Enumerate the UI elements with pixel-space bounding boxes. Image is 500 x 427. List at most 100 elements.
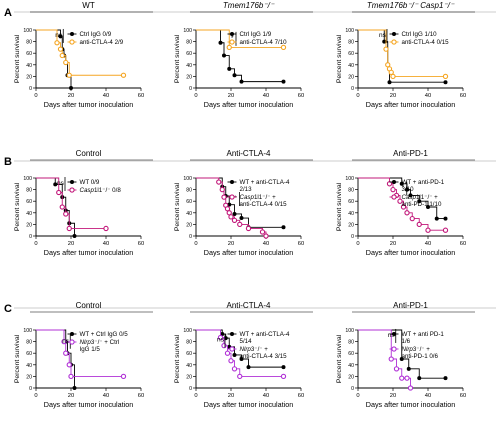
chart-panel-4: Anti-CTLA-4 0 20 40 60 80 100 0 20 40 60 Days after…	[174, 149, 313, 257]
series-point-0	[58, 34, 63, 39]
x-tick-label: 60	[138, 93, 144, 99]
series-point-1	[237, 221, 243, 228]
chart-title: Control	[76, 301, 102, 310]
legend-marker-0	[392, 332, 396, 336]
legend-marker-0	[70, 32, 74, 36]
legend-marker-0	[230, 332, 234, 336]
x-tick-label: 40	[425, 393, 431, 399]
legend-marker-1	[391, 39, 397, 45]
x-tick-label: 20	[390, 393, 396, 399]
series-point-0	[387, 80, 392, 85]
y-tick-label: 0	[189, 234, 192, 240]
series-point-1	[245, 225, 252, 232]
series-point-1	[393, 366, 400, 372]
legend-marker-1	[69, 39, 75, 45]
legend-entry-1: anti-CTLA-4 0/15	[402, 39, 450, 46]
legend-entry-0: Ctrl IgG 1/9	[240, 31, 272, 38]
series-point-0	[53, 182, 58, 187]
series-point-1	[221, 343, 227, 349]
y-axis-label: Percent survival	[336, 34, 343, 83]
y-tick-label: 100	[345, 28, 354, 34]
chart-panel-1: Tmem176b⁻/⁻ 0 20 40 60 80 100 0 20 40 60 Days after…	[174, 1, 313, 109]
y-axis-label: Percent survival	[174, 34, 181, 83]
series-point-1	[231, 366, 238, 372]
y-tick-label: 0	[29, 86, 32, 92]
legend-marker-1	[229, 346, 235, 352]
significance-label: ns	[379, 32, 387, 39]
x-tick-label: 0	[34, 393, 37, 399]
chart-title: Anti-CTLA-4	[226, 149, 271, 158]
y-tick-label: 60	[26, 51, 32, 57]
significance-label: *	[402, 185, 405, 192]
y-tick-label: 80	[26, 40, 32, 46]
series-point-1	[66, 72, 72, 78]
y-tick-label: 20	[26, 374, 32, 380]
legend-marker-0	[70, 332, 74, 336]
series-point-1	[59, 52, 65, 59]
series-point-1	[400, 204, 407, 210]
chart-title: WT	[82, 1, 95, 10]
series-point-0	[426, 205, 430, 209]
x-tick-label: 60	[138, 241, 144, 247]
y-tick-label: 80	[26, 188, 32, 194]
y-tick-label: 20	[348, 74, 354, 80]
significance-label: ns	[217, 337, 225, 344]
chart-title: Anti-PD-1	[393, 301, 428, 310]
series-point-1	[59, 204, 65, 210]
y-tick-label: 60	[186, 51, 192, 57]
x-tick-label: 60	[460, 393, 466, 399]
series-point-1	[68, 373, 74, 380]
series-point-0	[399, 181, 404, 186]
y-tick-label: 0	[351, 234, 354, 240]
x-tick-label: 40	[425, 93, 431, 99]
x-axis-label: Days after tumor inoculation	[44, 400, 134, 409]
chart-panel-7: Anti-CTLA-4 0 20 40 60 80 100 0 20 40 60 Days after…	[174, 301, 313, 409]
series-point-1	[63, 211, 69, 217]
series-point-1	[280, 44, 287, 51]
significance-label: ns	[62, 338, 70, 345]
series-point-1	[404, 375, 410, 381]
series-point-0	[72, 386, 77, 390]
series-point-0	[239, 216, 244, 221]
x-tick-label: 0	[194, 93, 197, 99]
series-point-0	[72, 234, 77, 238]
y-tick-label: 40	[348, 363, 354, 369]
legend-entry-0: WT + anti-CTLA-4 5/14	[240, 331, 290, 345]
series-point-0	[417, 199, 422, 204]
y-tick-label: 80	[186, 340, 192, 346]
series-line-1	[196, 29, 284, 48]
y-axis-label: Percent survival	[174, 182, 181, 231]
x-tick-label: 0	[34, 93, 37, 99]
legend-marker-0	[392, 32, 396, 36]
series-point-1	[390, 73, 396, 80]
chart-title: Control	[76, 149, 102, 158]
legend-entry-1: Casp1l1⁻/⁻ 0/8	[80, 187, 122, 194]
series-point-1	[442, 73, 449, 80]
x-axis-label: Days after tumor inoculation	[366, 248, 456, 257]
legend-entry-1: Nlrp3⁻/⁻ + anti-CTLA-4 3/15	[240, 346, 288, 360]
series-point-0	[239, 79, 244, 84]
y-tick-label: 40	[26, 211, 32, 217]
y-tick-label: 40	[186, 211, 192, 217]
series-point-1	[224, 350, 231, 356]
y-axis-label: Percent survival	[174, 334, 181, 383]
y-axis-label: Percent survival	[14, 334, 21, 383]
series-point-1	[263, 233, 269, 239]
legend-entry-0: WT + anti PD-1 1/6	[402, 331, 445, 345]
x-axis-label: Days after tumor inoculation	[204, 400, 294, 409]
row-label-B: B	[4, 156, 12, 168]
y-tick-label: 20	[186, 222, 192, 228]
y-tick-label: 100	[345, 176, 354, 182]
y-tick-label: 60	[186, 199, 192, 205]
significance-label: *	[231, 35, 234, 42]
x-tick-label: 0	[356, 241, 359, 247]
x-tick-label: 20	[228, 93, 234, 99]
y-tick-label: 80	[26, 340, 32, 346]
x-tick-label: 20	[68, 93, 74, 99]
x-axis-label: Days after tumor inoculation	[366, 100, 456, 109]
y-tick-label: 100	[183, 28, 192, 34]
series-point-1	[120, 373, 127, 380]
legend-entry-0: WT + anti-CTLA-4 2/13	[240, 179, 290, 193]
y-tick-label: 80	[348, 340, 354, 346]
series-point-1	[397, 198, 403, 204]
